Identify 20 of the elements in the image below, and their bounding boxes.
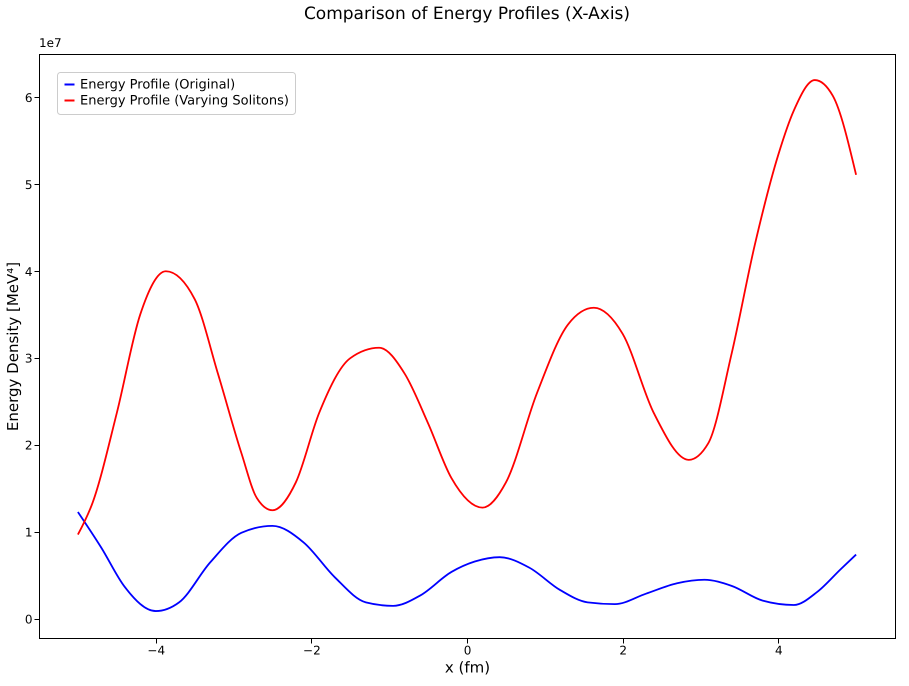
text: 1e7 — [39, 36, 62, 50]
x-tick-label: 2 — [619, 644, 627, 658]
line-series — [77, 79, 857, 536]
y-tick-label: 3 — [24, 352, 32, 366]
y-tick-label: 5 — [24, 178, 32, 192]
x-tick-label: −4 — [147, 644, 166, 658]
x-axis-title: x (fm) — [444, 658, 490, 676]
x-tick-label: 4 — [774, 644, 783, 658]
y-tick-label: 2 — [24, 438, 32, 453]
y-tick-label: 1 — [24, 525, 32, 540]
y-tick-label: 4 — [24, 264, 32, 279]
y-tick-label: 0 — [24, 612, 32, 626]
y-axis-title: Energy Density [MeV⁴] — [4, 262, 22, 432]
legend-label: Energy Profile (Varying Solitons) — [80, 94, 289, 108]
x-tick-label: 0 — [464, 644, 472, 658]
y-tick-label: 6 — [24, 90, 32, 105]
x-tick-label: −2 — [303, 644, 321, 658]
chart-title: Comparison of Energy Profiles (X-Axis) — [304, 4, 630, 24]
line-series — [77, 511, 857, 612]
legend-label: Energy Profile (Original) — [80, 78, 236, 92]
